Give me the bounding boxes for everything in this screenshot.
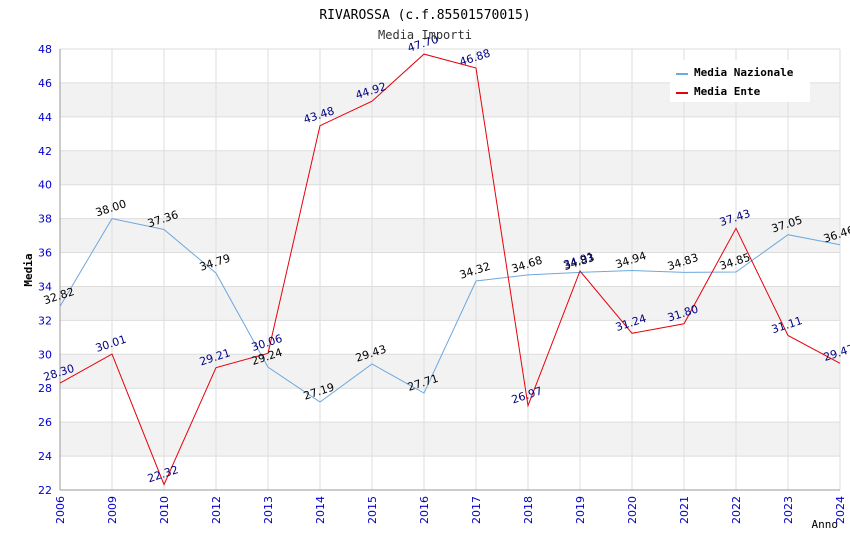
plot-band: [60, 286, 840, 321]
legend-entry: Media Nazionale: [694, 66, 794, 79]
x-tick-label: 2024: [834, 496, 847, 524]
y-tick-label: 48: [38, 43, 52, 56]
plot-band: [60, 184, 840, 219]
x-tick-label: 2020: [626, 496, 639, 524]
axes: 22 24 26 28 30 32 34 36 38 40 42 44 46 48 2006 2009 2010…: [38, 43, 847, 524]
plot-band: [60, 150, 840, 185]
x-tick-label: 2017: [470, 496, 483, 524]
y-tick-label: 22: [38, 484, 52, 497]
legend-box: [670, 60, 810, 102]
y-tick-label: 44: [38, 111, 52, 124]
legend-entry: Media Ente: [694, 85, 761, 98]
y-tick-label: 46: [38, 77, 52, 90]
y-tick-label: 38: [38, 213, 52, 226]
x-tick-label: 2010: [158, 496, 171, 524]
plot-band: [60, 456, 840, 490]
gridlines: [59, 48, 841, 491]
x-tick-label: 2015: [366, 496, 379, 524]
x-tick-label: 2022: [730, 496, 743, 524]
plot-band: [60, 252, 840, 287]
y-tick-label: 36: [38, 247, 52, 260]
x-tick-label: 2018: [522, 496, 535, 524]
x-axis-label: Anno: [812, 518, 839, 531]
x-tick-label: 2023: [782, 496, 795, 524]
y-tick-label: 24: [38, 450, 52, 463]
y-axis-label: Media: [22, 253, 35, 286]
x-tick-label: 2006: [54, 496, 67, 524]
y-tick-label: 28: [38, 382, 52, 395]
x-tick-label: 2016: [418, 496, 431, 524]
x-tick-label: 2009: [106, 496, 119, 524]
plot-band: [60, 116, 840, 151]
plot-band: [60, 354, 840, 389]
legend: Media Nazionale Media Ente: [670, 60, 810, 102]
x-tick-label: 2013: [262, 496, 275, 524]
x-tick-label: 2021: [678, 496, 691, 524]
series-lines: [59, 53, 841, 486]
plot-band: [60, 388, 840, 423]
plot-band: [60, 422, 840, 457]
x-tick-label: 2012: [210, 496, 223, 524]
y-tick-label: 30: [38, 348, 52, 361]
chart-subtitle: Media Importi: [378, 28, 472, 42]
x-tick-label: 2019: [574, 496, 587, 524]
y-tick-label: 26: [38, 416, 52, 429]
series-line-media-ente: [59, 53, 841, 486]
y-tick-label: 32: [38, 314, 52, 327]
series-line-media-nazionale: [59, 218, 841, 403]
y-tick-label: 42: [38, 145, 52, 158]
chart-title: RIVAROSSA (c.f.85501570015): [319, 8, 530, 23]
y-tick-label: 40: [38, 179, 52, 192]
plot-band: [60, 218, 840, 253]
y-tick-label: 34: [38, 280, 52, 293]
x-tick-label: 2014: [314, 496, 327, 524]
